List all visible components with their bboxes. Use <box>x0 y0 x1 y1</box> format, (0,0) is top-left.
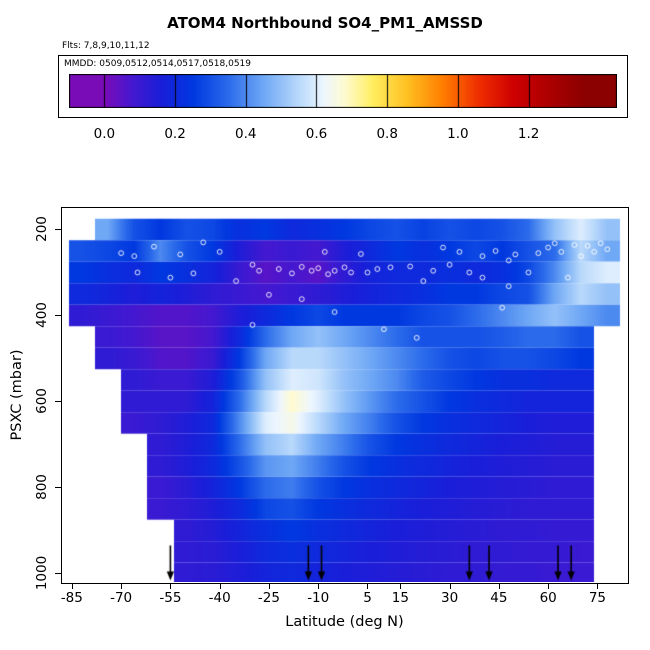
colorbar-legend-box: MMDD: 0509,0512,0514,0517,0518,0519 <box>58 55 628 118</box>
x-tick-label: -85 <box>60 590 83 606</box>
chart-title: ATOM4 Northbound SO4_PM1_AMSSD <box>167 14 483 32</box>
y-tick-label: 400 <box>34 302 50 329</box>
x-tick-mark <box>71 583 73 589</box>
x-tick-mark <box>548 583 550 589</box>
x-tick-label: 5 <box>363 590 372 606</box>
x-tick-label: 30 <box>441 590 459 606</box>
colorbar-tick-label: 0.6 <box>305 126 328 142</box>
y-axis-label: PSXC (mbar) <box>9 349 25 441</box>
x-tick-label: 75 <box>588 590 607 606</box>
colorbar-tick-label: 0.0 <box>93 126 116 142</box>
x-tick-mark <box>367 583 369 589</box>
y-tick-label: 200 <box>34 216 50 243</box>
heatmap-canvas <box>62 208 627 582</box>
x-tick-label: -70 <box>110 590 133 606</box>
x-tick-label: -10 <box>307 590 330 606</box>
x-axis-label: Latitude (deg N) <box>285 614 404 630</box>
x-tick-mark <box>121 583 123 589</box>
y-tick-mark <box>55 487 61 489</box>
x-tick-label: -40 <box>208 590 231 606</box>
colorbar-tick-label: 1.2 <box>517 126 540 142</box>
x-tick-label: 60 <box>539 590 557 606</box>
y-tick-mark <box>55 315 61 317</box>
y-tick-mark <box>55 229 61 231</box>
colorbar-tick-label: 1.0 <box>447 126 469 142</box>
x-tick-mark <box>318 583 320 589</box>
x-tick-label: 15 <box>391 590 409 606</box>
x-tick-mark <box>449 583 451 589</box>
x-tick-mark <box>268 583 270 589</box>
x-tick-label: -25 <box>257 590 280 606</box>
colorbar-tick-label: 0.2 <box>164 126 186 142</box>
y-tick-label: 600 <box>34 388 50 415</box>
x-tick-mark <box>498 583 500 589</box>
colorbar <box>69 74 617 108</box>
x-tick-mark <box>400 583 402 589</box>
mmdd-label: MMDD: 0509,0512,0514,0517,0518,0519 <box>64 59 252 69</box>
colorbar-tick-label: 0.8 <box>376 126 398 142</box>
x-tick-mark <box>219 583 221 589</box>
x-tick-mark <box>170 583 172 589</box>
x-tick-label: -55 <box>159 590 182 606</box>
x-tick-label: 45 <box>490 590 508 606</box>
y-tick-label: 800 <box>34 474 50 501</box>
y-tick-mark <box>55 401 61 403</box>
x-tick-mark <box>597 583 599 589</box>
flights-label: Flts: 7,8,9,10,11,12 <box>62 41 150 51</box>
colorbar-tick-label: 0.4 <box>235 126 257 142</box>
y-tick-label: 1000 <box>34 556 50 591</box>
y-tick-mark <box>55 573 61 575</box>
